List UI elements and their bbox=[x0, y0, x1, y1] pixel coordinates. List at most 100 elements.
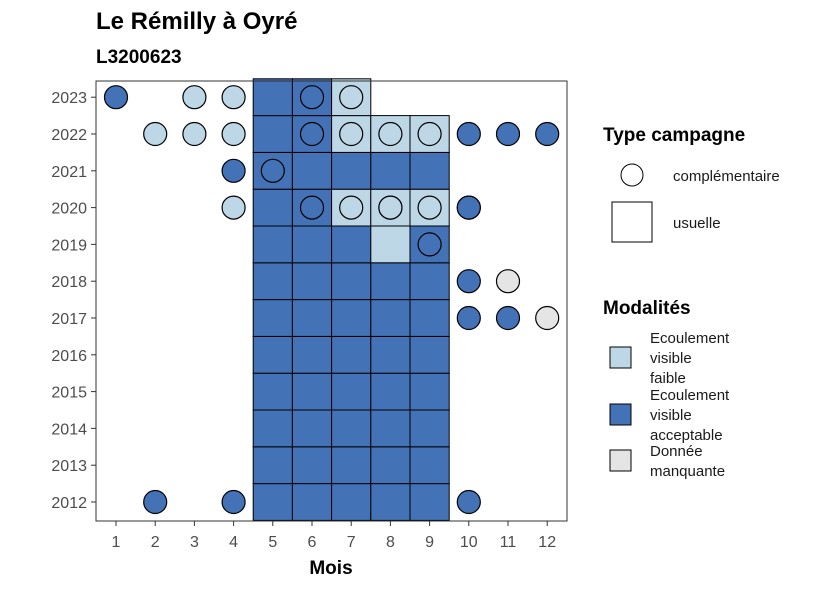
complementaire-point-2018-11 bbox=[495, 269, 521, 294]
usuelle-cell-2016-6 bbox=[291, 335, 333, 374]
x-tick-label: 3 bbox=[190, 534, 199, 551]
complementaire-point-2023-4 bbox=[221, 85, 246, 110]
complementaire-point-2017-11 bbox=[495, 305, 521, 331]
usuelle-cell-2012-9 bbox=[409, 483, 450, 521]
usuelle-cell-2018-7 bbox=[331, 262, 372, 301]
usuelle-cell-2018-8 bbox=[370, 262, 411, 301]
legend-modalites-title: Modalités bbox=[603, 298, 691, 319]
legend-swatch-faible bbox=[609, 346, 632, 369]
y-tick-label: 2015 bbox=[51, 385, 87, 402]
plot-border bbox=[95, 80, 568, 522]
usuelle-cell-2014-6 bbox=[291, 409, 333, 448]
complementaire-point-2020-6 bbox=[299, 195, 325, 220]
complementaire-point-2012-10 bbox=[456, 489, 481, 515]
usuelle-cell-2017-8 bbox=[370, 299, 411, 337]
legend-type-title: Type campagne bbox=[603, 125, 745, 146]
usuelle-cell-2015-7 bbox=[331, 372, 372, 411]
usuelle-cell-2017-5 bbox=[252, 299, 293, 337]
usuelle-cell-2017-9 bbox=[409, 299, 450, 337]
complementaire-point-2020-9 bbox=[417, 195, 442, 220]
usuelle-cell-2021-7 bbox=[331, 151, 372, 190]
complementaire-point-2012-4 bbox=[221, 489, 246, 515]
complementaire-point-2022-8 bbox=[378, 121, 403, 147]
legend-type-complementaire: complémentaire bbox=[673, 168, 780, 185]
complementaire-point-2022-2 bbox=[143, 121, 168, 147]
usuelle-cell-2012-8 bbox=[370, 483, 411, 521]
complementaire-point-2018-10 bbox=[456, 269, 481, 294]
legend-swatch-acceptable bbox=[609, 403, 632, 426]
usuelle-cell-2012-7 bbox=[331, 483, 372, 521]
x-tick-label: 9 bbox=[425, 534, 434, 551]
usuelle-cell-2023-5 bbox=[252, 78, 293, 117]
x-tick-label: 5 bbox=[268, 534, 277, 551]
usuelle-cell-2013-6 bbox=[291, 446, 333, 485]
y-tick-label: 2018 bbox=[51, 274, 87, 291]
complementaire-point-2023-7 bbox=[339, 85, 364, 110]
complementaire-point-2021-4 bbox=[221, 158, 246, 183]
x-tick-label: 2 bbox=[151, 534, 160, 551]
complementaire-point-2022-9 bbox=[417, 121, 442, 147]
complementaire-point-2020-7 bbox=[339, 195, 364, 220]
x-tick-label: 12 bbox=[538, 534, 556, 551]
usuelle-cell-2021-8 bbox=[370, 151, 411, 190]
legend-square-key bbox=[611, 201, 653, 243]
complementaire-point-2019-9 bbox=[417, 232, 442, 257]
usuelle-cell-2019-6 bbox=[291, 225, 333, 264]
usuelle-cell-2020-5 bbox=[252, 188, 293, 227]
complementaire-point-2022-11 bbox=[495, 121, 521, 147]
usuelle-cell-2016-9 bbox=[409, 335, 450, 374]
complementaire-point-2017-10 bbox=[456, 305, 481, 331]
complementaire-point-2022-7 bbox=[339, 121, 364, 147]
usuelle-cell-2015-5 bbox=[252, 372, 293, 411]
usuelle-cell-2013-5 bbox=[252, 446, 293, 485]
usuelle-cell-2012-5 bbox=[252, 483, 293, 521]
axis-ticks: 1 2 3 4 5 6 7 8 9 10 11 122012201320142015201620172… bbox=[51, 90, 556, 551]
legend-swatch-manquante bbox=[609, 449, 632, 472]
y-tick-label: 2017 bbox=[51, 311, 87, 328]
x-tick-label: 10 bbox=[460, 534, 478, 551]
y-tick-label: 2023 bbox=[51, 90, 87, 107]
usuelle-cell-2014-8 bbox=[370, 409, 411, 448]
usuelle-cell-2015-6 bbox=[291, 372, 333, 411]
usuelle-cell-2018-6 bbox=[291, 262, 333, 301]
x-tick-label: 8 bbox=[386, 534, 395, 551]
y-tick-label: 2019 bbox=[51, 237, 87, 254]
y-tick-label: 2020 bbox=[51, 201, 87, 218]
complementaire-point-2020-10 bbox=[456, 195, 481, 220]
legend-faible-line-3: faible bbox=[650, 370, 686, 387]
usuelle-cell-2014-9 bbox=[409, 409, 450, 448]
complementaire-point-2012-2 bbox=[143, 489, 168, 515]
usuelle-cell-2022-5 bbox=[252, 115, 293, 153]
complementaire-point-2020-8 bbox=[378, 195, 403, 220]
legend-acceptable-line-1: Ecoulement bbox=[650, 387, 730, 404]
y-tick-label: 2014 bbox=[51, 421, 87, 438]
usuelle-cell-2013-8 bbox=[370, 446, 411, 485]
usuelle-cell-2017-7 bbox=[331, 299, 372, 337]
legend-faible-line-1: Ecoulement bbox=[650, 330, 730, 347]
legend-manquante-line-1: Donnée bbox=[650, 443, 703, 460]
legend-manquante-line-2: manquante bbox=[650, 463, 725, 480]
usuelle-cell-2022-6 bbox=[291, 115, 333, 153]
x-tick-label: 6 bbox=[308, 534, 317, 551]
legend-type-usuelle: usuelle bbox=[673, 215, 721, 232]
usuelle-cell-2013-7 bbox=[331, 446, 372, 485]
usuelle-cell-2019-8 bbox=[370, 225, 411, 264]
complementaire-point-2022-4 bbox=[221, 121, 246, 147]
usuelle-cell-2014-5 bbox=[252, 409, 293, 448]
usuelle-cell-2015-8 bbox=[370, 372, 411, 411]
x-tick-label: 7 bbox=[347, 534, 356, 551]
y-tick-label: 2022 bbox=[51, 127, 87, 144]
chart-title: Le Rémilly à Oyré bbox=[96, 8, 297, 35]
complementaire-point-2022-10 bbox=[456, 121, 481, 147]
usuelle-cell-2019-5 bbox=[252, 225, 293, 264]
usuelle-cell-2013-9 bbox=[409, 446, 450, 485]
complementaire-point-2017-12 bbox=[535, 305, 560, 331]
complementaire-point-2023-1 bbox=[103, 85, 129, 110]
y-tick-label: 2013 bbox=[51, 458, 87, 475]
legend-acceptable-line-3: acceptable bbox=[650, 427, 723, 444]
x-axis-title: Mois bbox=[309, 558, 352, 579]
usuelle-cell-2016-5 bbox=[252, 335, 293, 374]
y-tick-label: 2021 bbox=[51, 164, 87, 181]
x-tick-label: 4 bbox=[229, 534, 238, 551]
usuelle-cell-2023-7 bbox=[331, 78, 372, 117]
